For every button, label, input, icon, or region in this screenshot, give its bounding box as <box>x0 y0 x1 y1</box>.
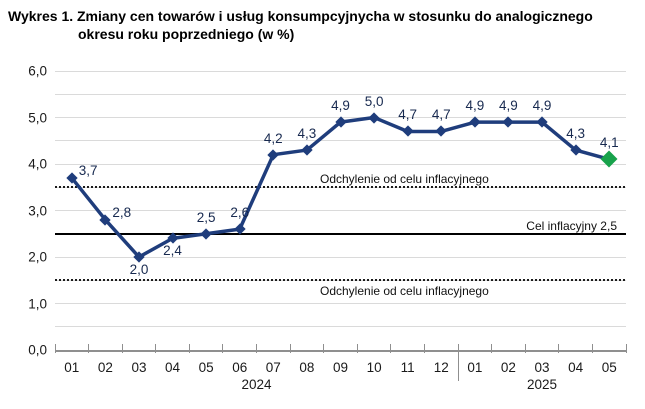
data-point-label: 2,0 <box>129 262 149 277</box>
year-label: 2024 <box>241 377 272 392</box>
data-point-label: 3,7 <box>78 162 98 178</box>
month-label: 07 <box>265 360 281 375</box>
month-label: 02 <box>500 360 516 375</box>
data-point-label: 4,3 <box>297 126 317 142</box>
ref-line-label: Odchylenie od celu inflacyjnego <box>320 284 489 299</box>
gridline <box>55 326 626 328</box>
month-label: 01 <box>64 360 80 375</box>
x-axis-tick <box>524 344 526 353</box>
month-label: 04 <box>568 360 584 375</box>
y-tick-label: 2,0 <box>28 249 47 265</box>
chart-title-line1: Wykres 1. Zmiany cen towarów i usług kon… <box>8 8 593 24</box>
data-point-label: 4,9 <box>532 98 552 114</box>
x-axis-tick <box>491 344 493 353</box>
data-point-label: 4,3 <box>566 126 585 142</box>
data-point-label: 4,7 <box>398 107 418 123</box>
month-label: 10 <box>366 360 382 375</box>
x-axis-tick <box>222 344 224 353</box>
gridline <box>55 256 626 258</box>
data-point-label: 2,4 <box>163 243 182 259</box>
gridline <box>55 93 626 95</box>
ref-line-label: Odchylenie od celu inflacyjnego <box>320 172 489 187</box>
data-point-label: 4,1 <box>599 135 619 151</box>
ref-line <box>55 279 626 282</box>
month-label: 09 <box>332 360 349 375</box>
ref-line <box>55 186 626 189</box>
gridline <box>55 210 626 211</box>
x-axis-tick <box>256 344 258 353</box>
y-tick-label: 3,0 <box>28 203 47 218</box>
y-tick-label: 0,0 <box>28 342 47 358</box>
y-axis: 6,0 5,0 4,0 3,0 2,0 1,0 0,0 <box>0 64 47 358</box>
data-point-label: 4,9 <box>331 98 350 114</box>
month-label: 08 <box>299 360 315 375</box>
data-point-label: 2,5 <box>196 209 216 225</box>
month-label: 03 <box>534 360 550 375</box>
ref-line <box>55 232 626 235</box>
y-tick-label: 1,0 <box>28 296 47 311</box>
x-axis-tick <box>423 344 425 353</box>
month-label: 11 <box>400 360 415 375</box>
x-axis-tick <box>155 344 157 353</box>
chart-title: Wykres 1. Zmiany cen towarów i usług kon… <box>8 7 640 43</box>
month-label: 02 <box>97 360 113 375</box>
data-point-label: 2,8 <box>112 204 132 220</box>
x-axis-tick <box>323 344 325 353</box>
month-label: 05 <box>198 360 214 375</box>
x-axis-tick <box>457 344 459 353</box>
year-separator <box>457 350 459 381</box>
gridline <box>55 163 626 165</box>
x-axis-tick <box>390 344 392 353</box>
x-axis <box>54 344 627 381</box>
x-axis-tick <box>121 344 123 353</box>
y-tick-label: 6,0 <box>28 63 47 79</box>
data-point-label: 5,0 <box>364 93 384 109</box>
month-label: 05 <box>601 360 617 375</box>
x-axis-tick <box>289 344 291 353</box>
month-label: 01 <box>467 360 483 375</box>
x-axis-tick <box>625 344 627 353</box>
x-axis-tick <box>591 344 593 353</box>
plot-area: Odchylenie od celu inflacyjnego Cel infla… <box>54 70 627 392</box>
x-axis-tick <box>558 344 560 353</box>
month-label: 04 <box>165 360 181 375</box>
gridline <box>55 140 626 142</box>
month-label: 12 <box>433 360 449 375</box>
gridline <box>55 303 626 304</box>
data-point-label: 4,9 <box>465 98 485 114</box>
data-point-label: 2,6 <box>230 205 250 221</box>
x-axis-tick <box>54 344 56 353</box>
month-label: 03 <box>131 360 147 375</box>
x-axis-tick <box>356 344 358 353</box>
month-label: 06 <box>232 360 248 375</box>
x-axis-tick <box>88 344 90 353</box>
data-point-label: 4,9 <box>499 98 518 114</box>
gridline <box>55 70 626 72</box>
chart-title-line2: okresu roku poprzedniego (w %) <box>78 26 295 42</box>
ref-line-label: Cel inflacyjny 2,5 <box>526 218 617 233</box>
y-tick-label: 5,0 <box>28 110 47 125</box>
data-point-label: 4,2 <box>263 130 283 146</box>
y-tick-label: 4,0 <box>28 156 47 172</box>
data-point-label: 4,7 <box>431 107 451 123</box>
x-axis-tick <box>188 344 190 353</box>
year-label: 2025 <box>526 377 558 392</box>
